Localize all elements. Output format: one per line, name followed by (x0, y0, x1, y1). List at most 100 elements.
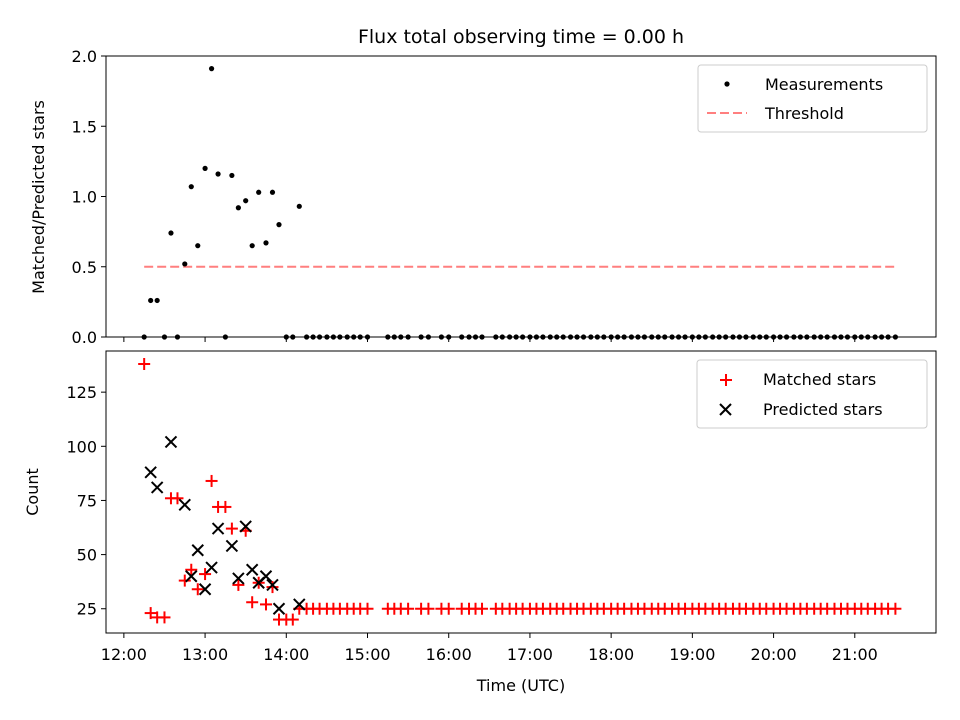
bottom-x-tick-label: 18:00 (588, 645, 634, 664)
top-y-tick-label: 0.5 (72, 258, 97, 277)
legend-matched-marker (720, 374, 732, 386)
bottom-x-tick-label: 14:00 (263, 645, 309, 664)
matched-star-point (171, 492, 184, 505)
legend-predicted-label: Predicted stars (763, 400, 883, 419)
predicted-star-point (232, 572, 245, 585)
measurement-point (188, 184, 194, 190)
chart-title: Flux total observing time = 0.00 h (358, 26, 684, 48)
top-y-tick-label: 1.5 (72, 117, 97, 136)
matched-star-point (259, 598, 272, 611)
top-panel: Flux total observing time = 0.00 h 0.00.… (29, 26, 937, 347)
matched-star-point (361, 602, 374, 615)
predicted-star-point (198, 583, 212, 596)
matched-star-point (205, 474, 218, 487)
bottom-x-tick-label: 16:00 (426, 645, 472, 664)
predicted-star-point (245, 563, 259, 576)
measurement-point (235, 205, 241, 211)
measurement-point (168, 230, 174, 236)
bottom-y-tick-label: 75 (77, 491, 97, 510)
matched-star-point (144, 607, 157, 620)
matched-star-point (178, 574, 191, 587)
bottom-x-axis: 12:00 13:00 14:00 15:00 16:00 17:00 18:00 19:00… (101, 633, 878, 664)
top-legend: Measurements Threshold (697, 64, 928, 133)
predicted-star-point (225, 539, 239, 553)
matched-star-point (191, 583, 204, 596)
predicted-star-point (164, 435, 178, 449)
legend-matched-label: Matched stars (763, 370, 876, 389)
predicted-star-point (293, 598, 306, 611)
matched-star-point (158, 611, 171, 624)
matched-star-point (286, 613, 299, 626)
matched-star-point (185, 563, 198, 576)
measurement-point (208, 66, 215, 72)
bottom-y-tick-label: 25 (77, 600, 97, 619)
measurement-point (195, 243, 201, 249)
predicted-star-point (266, 578, 279, 592)
predicted-star-point (211, 522, 225, 535)
bottom-panel: 25 50 75 100 125 12:00 13:00 14:00 15:00 16:00 17… (23, 350, 937, 695)
bottom-legend-box (696, 359, 928, 429)
matched-star-point (246, 596, 259, 609)
measurement-point (182, 261, 188, 267)
matched-star-point (219, 500, 232, 513)
matched-star-point (422, 602, 435, 615)
matched-star-point (402, 602, 415, 615)
bottom-marks (138, 357, 902, 626)
measurement-point (243, 198, 249, 204)
bottom-y-axis-label: Count (23, 468, 42, 516)
bottom-x-tick-label: 13:00 (182, 645, 228, 664)
top-plot-frame (105, 55, 937, 338)
predicted-star-point (144, 466, 157, 479)
measurement-point (256, 189, 262, 195)
legend-measurements-marker (724, 81, 730, 87)
top-legend-box (697, 64, 928, 133)
legend-predicted-marker (719, 403, 732, 416)
predicted-star-point (178, 498, 191, 511)
top-y-tick-label: 2.0 (72, 47, 97, 66)
bottom-legend: Matched stars Predicted stars (696, 359, 928, 429)
matched-star-point (138, 357, 151, 370)
top-y-tick-label: 1.0 (72, 188, 97, 207)
bottom-y-tick-label: 50 (77, 546, 97, 565)
measurement-point (215, 171, 221, 177)
predicted-star-point (150, 481, 164, 494)
measurement-point (296, 203, 302, 209)
matched-star-point (199, 568, 212, 581)
bottom-x-axis-label: Time (UTC) (476, 676, 565, 695)
bottom-x-tick-label: 15:00 (344, 645, 390, 664)
matched-star-point (889, 602, 902, 615)
legend-threshold-label: Threshold (764, 104, 844, 123)
bottom-x-tick-label: 20:00 (751, 645, 797, 664)
bottom-plot-frame (105, 350, 937, 634)
bottom-x-tick-label: 19:00 (669, 645, 715, 664)
measurement-point (263, 240, 269, 246)
measurement-point (202, 165, 208, 171)
measurement-point (276, 222, 282, 228)
measurement-point (249, 243, 255, 249)
matched-star-point (225, 522, 238, 535)
predicted-star-point (205, 561, 218, 574)
predicted-star-point (191, 544, 204, 557)
bottom-x-tick-label: 12:00 (101, 645, 147, 664)
bottom-y-tick-label: 125 (66, 383, 97, 402)
matched-star-point (266, 581, 279, 594)
measurement-point (154, 297, 160, 304)
predicted-star-point (185, 570, 198, 583)
bottom-x-tick-label: 21:00 (832, 645, 878, 664)
bottom-x-tick-label: 17:00 (507, 645, 553, 664)
top-x-ticks (123, 337, 856, 342)
measurement-point (269, 189, 276, 195)
matched-star-point (442, 602, 455, 615)
legend-measurements-label: Measurements (765, 75, 883, 94)
predicted-star-point (239, 520, 252, 533)
measurement-point (229, 172, 235, 179)
bottom-y-axis: 25 50 75 100 125 (66, 383, 106, 619)
measurement-point (148, 297, 154, 304)
predicted-star-point (259, 570, 273, 583)
matched-star-point (232, 578, 245, 591)
predicted-star-point (272, 602, 286, 615)
top-y-axis: 0.0 0.5 1.0 1.5 2.0 (72, 47, 106, 347)
matched-star-point (476, 602, 489, 615)
top-y-tick-label: 0.0 (72, 328, 97, 347)
